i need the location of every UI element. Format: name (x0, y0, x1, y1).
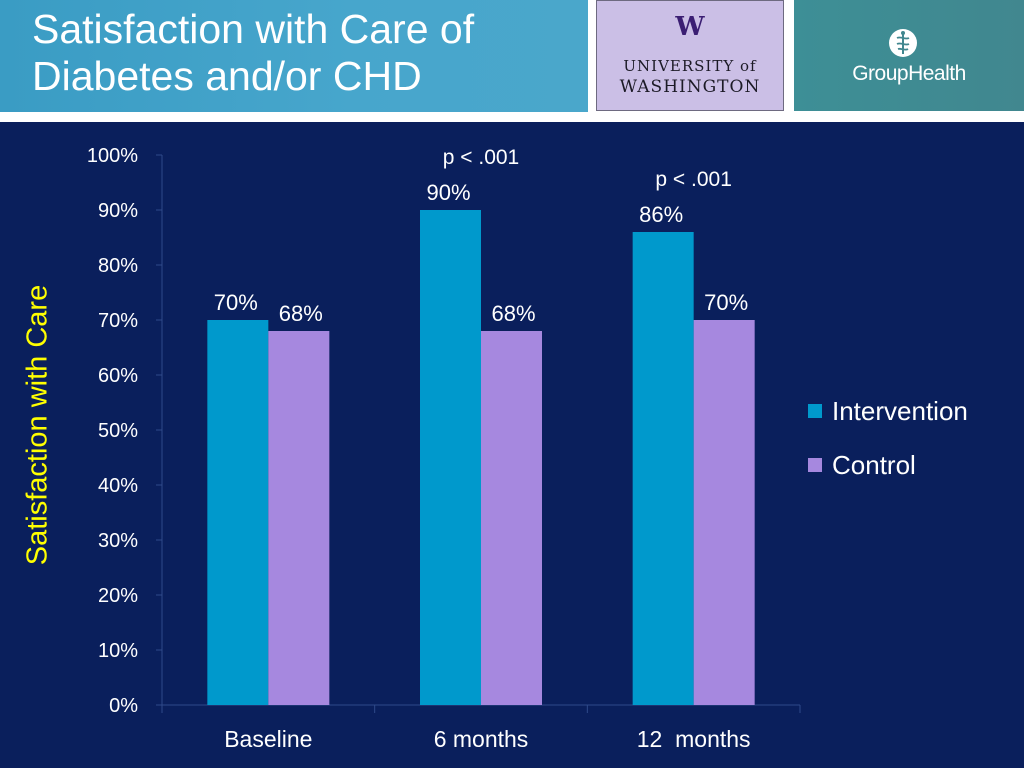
slide-title: Satisfaction with Care of Diabetes and/o… (32, 6, 475, 99)
x-tick-label: 6 months (434, 726, 529, 752)
y-tick-label: 80% (98, 255, 138, 277)
y-tick-label: 40% (98, 475, 138, 497)
y-tick-label: 20% (98, 585, 138, 607)
y-tick-label: 60% (98, 365, 138, 387)
p-value-annotation: p < .001 (443, 146, 519, 169)
y-tick-label: 30% (98, 530, 138, 552)
uw-w-mark: W (675, 12, 705, 42)
uw-logo-line1: UNIVERSITY of (623, 57, 757, 75)
y-tick-label: 10% (98, 640, 138, 662)
legend-swatch (808, 404, 822, 418)
bar-data-label: 70% (214, 290, 258, 315)
x-tick-label: 12 months (637, 726, 751, 752)
bar-data-label: 90% (426, 180, 470, 205)
bar-data-label: 68% (279, 301, 323, 326)
title-band: Satisfaction with Care of Diabetes and/o… (0, 0, 588, 112)
bar-data-label: 68% (491, 301, 535, 326)
bar-control (693, 320, 755, 705)
y-tick-label: 90% (98, 200, 138, 222)
grouphealth-name: GroupHealth (852, 62, 966, 85)
caduceus-icon (889, 29, 917, 57)
bar-intervention (420, 210, 481, 705)
y-tick-label: 70% (98, 310, 138, 332)
y-tick-label: 100% (87, 145, 138, 167)
p-value-annotation: p < .001 (655, 168, 731, 191)
y-tick-label: 50% (98, 420, 138, 442)
y-tick-label: 0% (109, 695, 138, 717)
bar-data-label: 70% (704, 290, 748, 315)
bar-control (268, 331, 330, 705)
uw-logo-line2: WASHINGTON (619, 77, 761, 97)
legend-label: Intervention (832, 396, 968, 426)
slide-header: Satisfaction with Care of Diabetes and/o… (0, 0, 1024, 122)
bar-intervention (207, 320, 269, 705)
bar-control (481, 331, 542, 705)
legend-label: Control (832, 450, 916, 480)
x-tick-label: Baseline (224, 726, 312, 752)
legend-swatch (808, 458, 822, 472)
bar-data-label: 86% (639, 202, 683, 227)
bar-intervention (632, 232, 694, 705)
uw-logo: W UNIVERSITY of WASHINGTON (596, 0, 784, 111)
